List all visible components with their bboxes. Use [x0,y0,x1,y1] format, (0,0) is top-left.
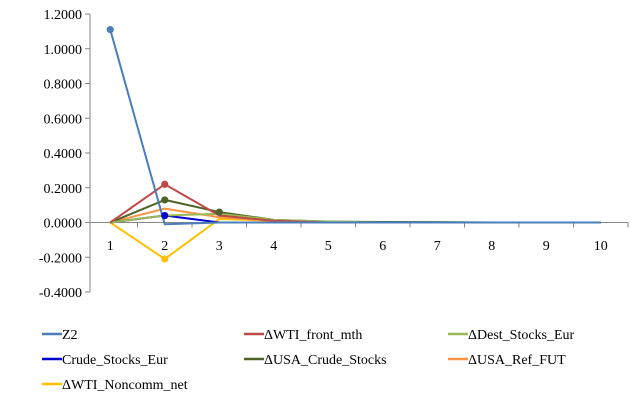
y-tick-label: -0.4000 [39,286,82,301]
y-tick-label: 1.2000 [44,8,83,23]
x-tick-label: 4 [270,239,277,254]
data-point-series-2 [161,180,169,188]
x-tick-label: 6 [379,239,386,254]
y-tick-label: 0.8000 [44,78,83,93]
plot-series [106,26,601,263]
x-tick-label: 2 [161,239,168,254]
x-tick-label: 10 [594,239,608,254]
x-tick-label: 5 [325,239,332,254]
x-tick-label: 1 [107,239,114,254]
y-tick-label: -0.2000 [39,251,82,266]
data-point-series-4 [161,211,169,220]
x-tick-label: 7 [434,239,441,254]
data-point-series-7 [161,255,169,263]
x-tick-label: 8 [488,239,495,254]
legend-label: Z2 [62,328,78,343]
data-point-series-1 [106,26,114,34]
x-tick-label: 3 [216,239,223,254]
y-tick-label: 0.4000 [44,147,83,162]
legend: Z2 ΔWTI_front_mth ΔDest_Stocks_Eur Crude_St… [42,328,575,393]
legend-label: ΔWTI_front_mth [264,328,362,343]
data-point-series-5 [161,196,169,204]
y-axis: -0.4000 -0.2000 0.0000 0.2000 0.4000 0.6000 0.… [39,8,91,301]
legend-label: ΔWTI_Noncomm_net [62,378,188,393]
legend-label: ΔUSA_Ref_FUT [468,353,566,368]
y-tick-label: 0.6000 [44,112,83,127]
series-line-1 [109,29,601,226]
legend-label: Crude_Stocks_Eur [62,353,168,368]
legend-label: ΔUSA_Crude_Stocks [264,353,387,368]
x-tick-label: 9 [543,239,550,254]
y-tick-label: 1.0000 [44,43,83,58]
data-point-series-5 [215,208,223,216]
y-tick-label: 0.0000 [44,217,83,232]
y-tick-label: 0.2000 [44,182,83,197]
x-axis: 1 2 3 4 5 6 7 8 9 10 [90,222,629,254]
legend-label: ΔDest_Stocks_Eur [468,328,575,343]
